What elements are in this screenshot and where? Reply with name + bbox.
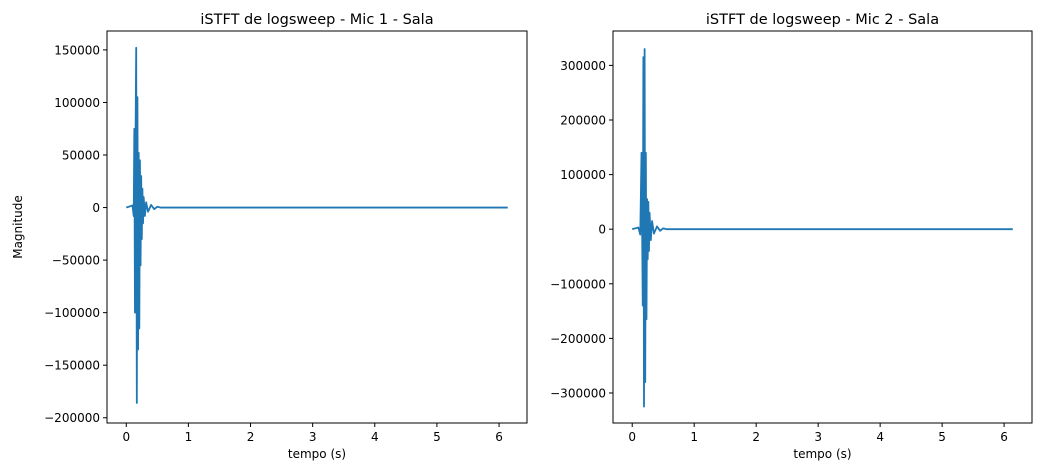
x-axis-label: tempo (s)	[793, 447, 851, 461]
y-tick-label: −200000	[550, 332, 606, 346]
y-tick-label: −150000	[44, 359, 100, 373]
y-tick-label: 100000	[560, 168, 606, 182]
x-axis-label: tempo (s)	[288, 447, 346, 461]
y-tick-label: 100000	[54, 96, 100, 110]
y-tick-label: −50000	[52, 254, 100, 268]
x-tick-label: 6	[495, 430, 503, 444]
y-tick-label: 200000	[560, 113, 606, 127]
x-tick-label: 2	[752, 430, 760, 444]
y-tick-label: 0	[92, 201, 100, 215]
x-tick-label: 4	[371, 430, 379, 444]
y-tick-label: −100000	[44, 306, 100, 320]
y-tick-label: 50000	[62, 149, 100, 163]
x-tick-label: 5	[433, 430, 441, 444]
y-tick-label: 150000	[54, 43, 100, 57]
y-axis-label: Magnitude	[11, 195, 25, 259]
axes-frame	[612, 30, 1033, 424]
x-tick-label: 3	[814, 430, 822, 444]
y-tick-label: 0	[598, 223, 606, 237]
y-tick-label: −200000	[44, 411, 100, 425]
subplot-1: iSTFT de logsweep - Mic 1 - Sala 0 1 2 3 4 5 6 −…	[11, 12, 528, 461]
y-tick-label: −300000	[550, 386, 606, 400]
series-line-1	[125, 46, 508, 404]
x-tick-label: 5	[938, 430, 946, 444]
x-tick-label: 6	[1000, 430, 1008, 444]
axes-frame	[106, 30, 528, 424]
chart-title: iSTFT de logsweep - Mic 2 - Sala	[706, 12, 939, 28]
y-tick-label: 300000	[560, 59, 606, 73]
x-tick-label: 1	[185, 430, 193, 444]
x-tick-label: 3	[309, 430, 317, 444]
x-tick-label: 1	[690, 430, 698, 444]
x-tick-label: 0	[628, 430, 636, 444]
y-tick-label: −100000	[550, 277, 606, 291]
x-tick-label: 4	[876, 430, 884, 444]
series-line-1	[631, 48, 1013, 408]
chart-title: iSTFT de logsweep - Mic 1 - Sala	[200, 12, 433, 28]
subplot-2: iSTFT de logsweep - Mic 2 - Sala 0 1 2 3 4 5 6 −…	[550, 12, 1033, 461]
x-tick-label: 2	[247, 430, 255, 444]
x-tick-label: 0	[122, 430, 130, 444]
